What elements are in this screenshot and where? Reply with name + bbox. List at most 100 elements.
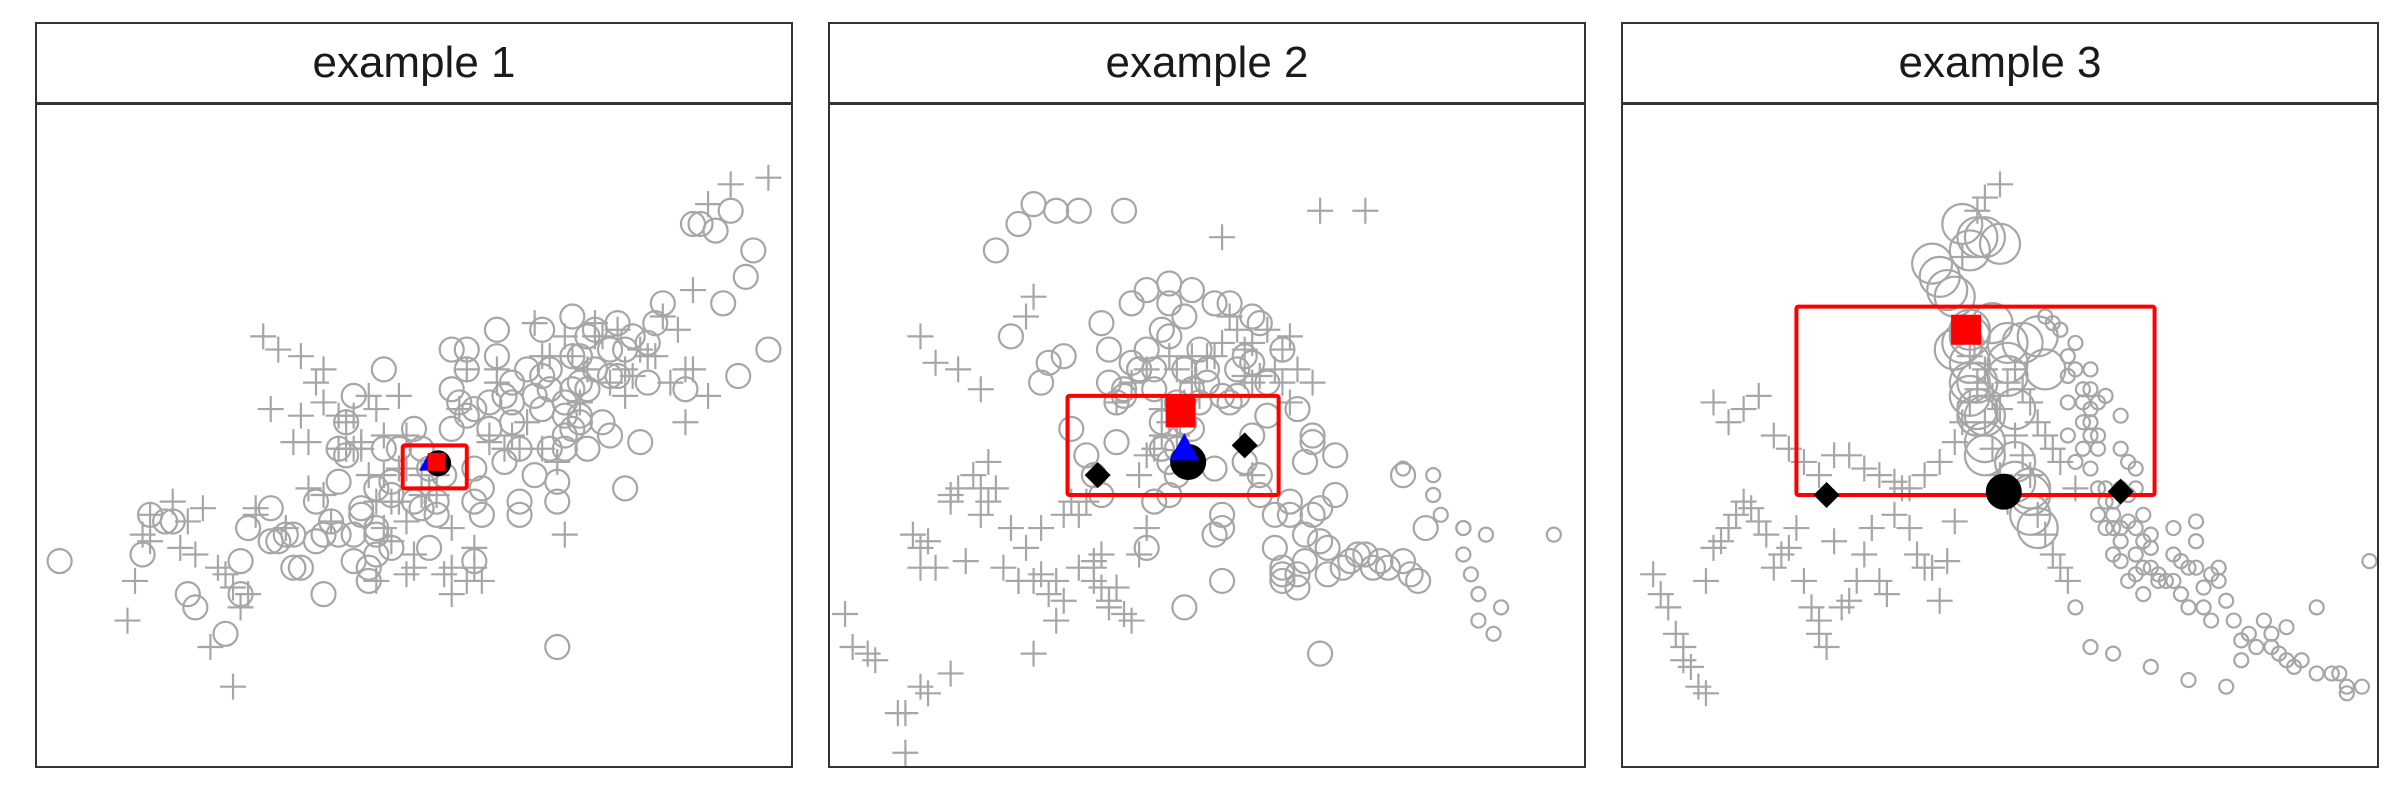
point-cross xyxy=(1851,541,1878,568)
point-cross xyxy=(363,396,390,423)
point-circle xyxy=(2308,665,2325,682)
point-cross xyxy=(438,515,465,542)
point-circle xyxy=(2105,506,2122,523)
point-circle xyxy=(596,422,624,449)
point-circle xyxy=(1367,547,1394,575)
point-circle xyxy=(1261,501,1288,528)
point-circle xyxy=(2082,460,2099,477)
point-cross xyxy=(1836,587,1863,614)
point-circle xyxy=(2255,612,2273,629)
point-cross xyxy=(679,277,706,304)
point-circle xyxy=(1986,321,2029,365)
point-cross xyxy=(2047,554,2074,581)
point-circle xyxy=(2112,552,2129,570)
point-circle xyxy=(1389,547,1417,575)
point-cross xyxy=(1760,554,1787,581)
point-circle xyxy=(2059,427,2076,444)
point-circle xyxy=(612,475,639,502)
point-circle xyxy=(589,409,616,436)
point-circle xyxy=(1291,547,1319,575)
point-circle xyxy=(1201,290,1228,317)
point-cross xyxy=(657,369,684,396)
point-cross xyxy=(1866,567,1893,594)
point-cross xyxy=(1133,515,1160,542)
point-cross xyxy=(1269,369,1296,396)
point-cross xyxy=(2009,376,2036,403)
point-cross xyxy=(514,409,541,436)
point-circle xyxy=(2142,539,2159,556)
point-circle xyxy=(2135,559,2152,576)
point-circle xyxy=(2082,427,2099,444)
point-circle xyxy=(483,316,511,343)
point-circle xyxy=(1485,625,1502,642)
point-circle xyxy=(235,514,262,542)
point-cross xyxy=(114,607,141,634)
point-cross xyxy=(287,402,314,429)
point-cross xyxy=(1798,594,1825,621)
point-cross xyxy=(1050,587,1077,614)
point-cross xyxy=(499,422,526,449)
point-circle xyxy=(544,488,571,515)
point-cross xyxy=(2024,409,2051,436)
point-circle xyxy=(2142,658,2159,675)
point-cross xyxy=(1118,607,1145,634)
point-circle xyxy=(1314,534,1341,561)
point-cross xyxy=(1994,369,2021,396)
point-cross xyxy=(2047,448,2074,475)
point-circle xyxy=(461,488,488,515)
point-circle xyxy=(514,356,541,383)
point-cross xyxy=(1209,224,1236,251)
point-circle xyxy=(2059,348,2076,365)
point-cross xyxy=(1692,680,1719,707)
point-circle xyxy=(438,336,465,363)
point-cross xyxy=(892,739,919,766)
point-cross xyxy=(1956,389,1983,416)
point-circle xyxy=(2074,440,2092,457)
point-circle xyxy=(2157,572,2174,590)
point-cross xyxy=(1821,528,1848,555)
point-cross xyxy=(975,448,1002,475)
point-circle xyxy=(574,435,601,462)
point-circle xyxy=(280,554,307,581)
point-circle xyxy=(1118,290,1145,317)
point-cross xyxy=(1224,316,1251,343)
point-cross xyxy=(854,640,881,667)
point-circle xyxy=(2293,652,2310,669)
point-cross xyxy=(907,673,934,700)
point-cross xyxy=(1896,515,1923,542)
point-circle xyxy=(355,554,382,581)
point-cross xyxy=(1133,442,1160,469)
point-circle xyxy=(1978,222,2022,265)
point-cross xyxy=(1971,184,1998,211)
point-circle xyxy=(634,369,661,396)
marker-diamond xyxy=(1813,481,1840,508)
point-cross xyxy=(915,528,942,555)
point-cross xyxy=(453,356,480,383)
point-cross xyxy=(1896,475,1923,502)
point-circle xyxy=(982,237,1009,264)
point-circle xyxy=(1141,488,1168,515)
point-cross xyxy=(1956,343,1983,370)
point-cross xyxy=(310,389,337,416)
point-circle xyxy=(506,488,533,515)
scatter-plot xyxy=(832,191,1562,766)
point-circle xyxy=(2308,599,2325,616)
point-cross xyxy=(1828,594,1855,621)
point-cross xyxy=(1768,541,1795,568)
point-circle xyxy=(1276,501,1304,528)
point-cross xyxy=(318,508,345,535)
point-cross xyxy=(265,336,292,363)
point-circle xyxy=(544,633,571,661)
point-cross xyxy=(363,567,390,594)
point-cross xyxy=(945,475,972,502)
point-cross xyxy=(2039,435,2066,462)
point-circle xyxy=(1276,488,1304,515)
point-cross xyxy=(159,488,186,515)
point-cross xyxy=(476,429,503,456)
point-circle xyxy=(1425,486,1442,504)
point-circle xyxy=(302,528,330,555)
point-cross xyxy=(212,561,239,588)
point-cross xyxy=(892,700,919,727)
point-cross xyxy=(1118,369,1145,396)
point-circle xyxy=(1926,268,1969,312)
